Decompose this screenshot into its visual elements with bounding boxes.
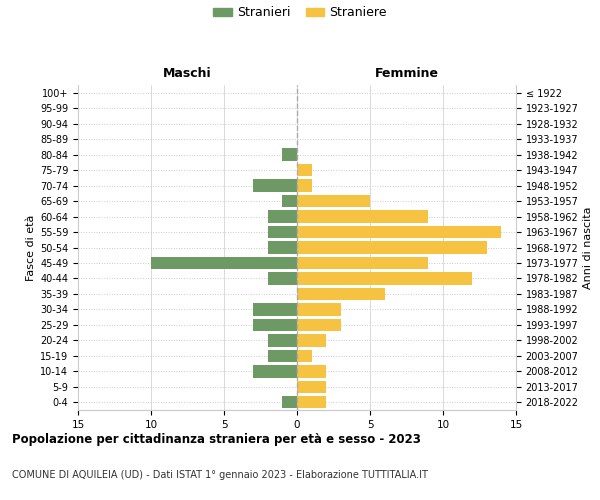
Bar [297,350,311,362]
Bar [297,180,311,192]
Bar [297,380,326,393]
Text: COMUNE DI AQUILEIA (UD) - Dati ISTAT 1° gennaio 2023 - Elaborazione TUTTITALIA.I: COMUNE DI AQUILEIA (UD) - Dati ISTAT 1° … [12,470,428,480]
Bar [297,226,502,238]
Bar [268,272,297,284]
Legend: Stranieri, Straniere: Stranieri, Straniere [213,6,387,19]
Bar [283,396,297,408]
Bar [268,226,297,238]
Bar [297,396,326,408]
Bar [297,164,311,176]
Bar [297,242,487,254]
Bar [297,257,428,269]
Text: Maschi: Maschi [163,67,212,80]
Text: Femmine: Femmine [374,67,439,80]
Y-axis label: Anni di nascita: Anni di nascita [583,206,593,289]
Text: Popolazione per cittadinanza straniera per età e sesso - 2023: Popolazione per cittadinanza straniera p… [12,432,421,446]
Bar [297,210,428,222]
Bar [253,365,297,378]
Bar [268,210,297,222]
Bar [283,195,297,207]
Bar [297,288,385,300]
Bar [297,318,341,331]
Bar [297,303,341,316]
Bar [268,334,297,346]
Bar [283,148,297,161]
Bar [253,318,297,331]
Bar [253,180,297,192]
Bar [297,334,326,346]
Bar [297,365,326,378]
Bar [151,257,297,269]
Y-axis label: Fasce di età: Fasce di età [26,214,36,280]
Bar [268,350,297,362]
Bar [297,272,472,284]
Bar [253,303,297,316]
Bar [297,195,370,207]
Bar [268,242,297,254]
